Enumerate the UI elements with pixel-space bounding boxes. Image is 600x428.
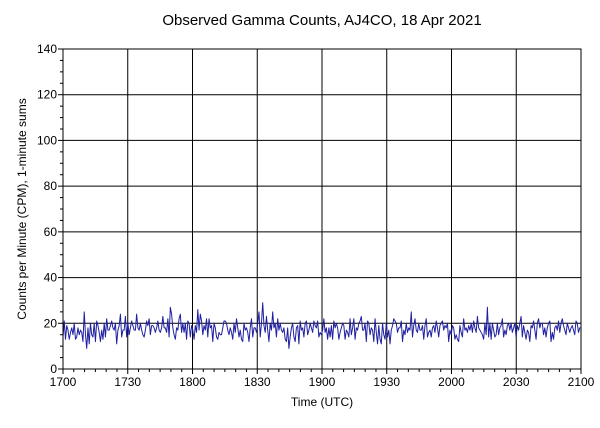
- y-tick-label: 20: [44, 316, 58, 330]
- y-tick-label: 100: [37, 133, 57, 147]
- y-tick-label: 140: [37, 42, 57, 56]
- y-tick-label: 80: [44, 179, 58, 193]
- grid: [63, 49, 581, 369]
- x-tick-label: 1730: [114, 375, 141, 389]
- y-axis-label: Counts per Minute (CPM), 1-minute sums: [15, 98, 29, 319]
- y-tick-label: 60: [44, 225, 58, 239]
- y-tick-label: 40: [44, 271, 58, 285]
- series-layer: [62, 302, 581, 349]
- x-tick-label: 1900: [309, 375, 336, 389]
- y-tick-label: 0: [50, 362, 57, 376]
- x-tick-label: 1800: [179, 375, 206, 389]
- series-line-gamma-counts: [62, 302, 581, 349]
- x-tick-label: 1700: [50, 375, 77, 389]
- x-tick-label: 2100: [568, 375, 595, 389]
- x-tick-label: 2030: [503, 375, 530, 389]
- x-tick-label: 2000: [438, 375, 465, 389]
- y-tick-label: 120: [37, 88, 57, 102]
- plot-frame: [62, 48, 582, 370]
- x-axis-ticks: 1700 1730 1800 1830 1900 1930 2000 2030 2100: [50, 369, 595, 389]
- x-tick-label: 1930: [373, 375, 400, 389]
- chart-title: Observed Gamma Counts, AJ4CO, 18 Apr 202…: [162, 12, 481, 29]
- x-axis-label: Time (UTC): [291, 395, 353, 409]
- x-tick-label: 1830: [244, 375, 271, 389]
